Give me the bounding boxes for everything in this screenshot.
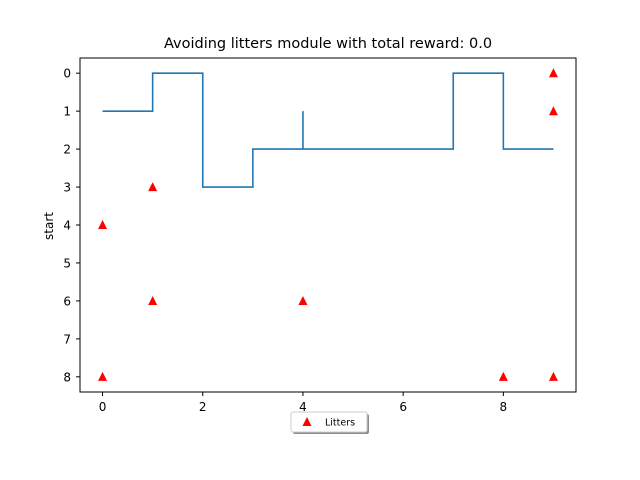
- y-tick-label: 0: [63, 67, 71, 81]
- path-line: [102, 72, 554, 188]
- litter-marker: [548, 68, 558, 78]
- litter-marker: [148, 295, 158, 305]
- litter-marker: [548, 106, 558, 116]
- litter-marker: [98, 371, 108, 381]
- axes: 0 2 4 6 8 0 1 2 3 4 5 6 7 8: [63, 57, 577, 414]
- y-tick-label: 2: [63, 143, 71, 157]
- chart-title: Avoiding litters module with total rewar…: [164, 36, 492, 52]
- x-tick-label: 2: [199, 400, 207, 414]
- legend: Litters: [290, 411, 369, 434]
- y-tick-label: 6: [63, 294, 71, 308]
- y-tick-label: 3: [63, 181, 71, 195]
- litter-marker: [548, 371, 558, 381]
- y-tick-label: 7: [63, 332, 71, 346]
- legend-box: [290, 411, 368, 433]
- litter-marker: [498, 371, 508, 381]
- legend-label: Litters: [325, 418, 355, 429]
- y-axis-label: start: [42, 212, 56, 240]
- litter-marker: [98, 220, 108, 230]
- y-tick-label: 8: [63, 370, 71, 384]
- y-tick-label: 1: [63, 105, 71, 119]
- x-tick-label: 0: [99, 400, 107, 414]
- legend-litter-marker: [302, 417, 312, 426]
- x-tick-label: 6: [399, 400, 407, 414]
- x-tick-label: 4: [299, 400, 307, 414]
- litter-marker: [148, 182, 158, 192]
- x-tick-label: 8: [500, 400, 508, 414]
- y-tick-label: 5: [63, 256, 71, 270]
- litter-marker: [298, 295, 308, 305]
- y-tick-label: 4: [63, 219, 71, 233]
- plot-area: [98, 68, 558, 381]
- axes-frame: [79, 57, 577, 393]
